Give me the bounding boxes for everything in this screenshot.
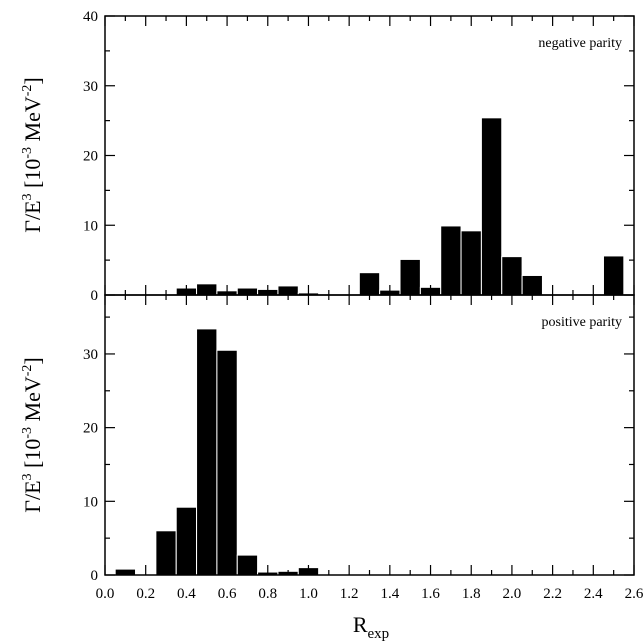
- x-tick-label: 2.4: [584, 586, 603, 602]
- y-tick-label: 0: [91, 568, 99, 584]
- y-axis-title-top: Γ/E3 [10-3 MeV-2]: [20, 77, 45, 233]
- x-tick-label: 0.8: [258, 586, 277, 602]
- x-tick-label: 0.2: [136, 586, 155, 602]
- x-axis-tick-labels: 0.0 0.2 0.4 0.6 0.8 1.0 1.2 1.4 1.6 1.8 2.0 2.2 2.4 2…: [96, 586, 644, 602]
- bar-pos-1: [155, 530, 177, 576]
- bar-neg-9: [399, 258, 421, 296]
- plot-frame: [104, 15, 635, 296]
- x-tick-label: 1.2: [340, 586, 359, 602]
- y-axis-title-bottom: Γ/E3 [10-3 MeV-2]: [20, 357, 45, 513]
- x-tick-label: 1.6: [421, 586, 440, 602]
- y-tick-label: 0: [91, 288, 99, 304]
- panel-positive-parity: 0 10 20 30 positive parity: [83, 294, 635, 584]
- x-tick-label: 2.2: [543, 586, 562, 602]
- bar-pos-4: [216, 349, 238, 576]
- bar-neg-13: [480, 117, 503, 296]
- panel-annotation: negative parity: [538, 36, 622, 51]
- x-tick-label: 2.0: [503, 586, 522, 602]
- bar-neg-11: [440, 225, 462, 296]
- y-tick-label: 10: [83, 218, 98, 234]
- bar-neg-16: [602, 255, 625, 296]
- x-tick-label: 0.6: [218, 586, 237, 602]
- x-tick-label: 1.8: [462, 586, 481, 602]
- bar-pos-2: [175, 506, 198, 576]
- x-tick-label: 1.0: [299, 586, 318, 602]
- y-tick-label: 30: [83, 79, 98, 95]
- y-tick-label: 40: [83, 9, 98, 25]
- x-tick-label: 1.4: [380, 586, 399, 602]
- x-tick-label: 0.0: [96, 586, 115, 602]
- x-axis-title: Rexp: [353, 612, 389, 642]
- y-tick-label: 20: [83, 149, 98, 165]
- y-tick-label: 10: [83, 494, 98, 510]
- y-tick-label: 30: [83, 347, 98, 363]
- x-tick-label: 2.6: [625, 586, 644, 602]
- x-axis-title-sub: exp: [368, 626, 390, 642]
- bar-pos-3: [196, 328, 218, 576]
- x-tick-label: 0.4: [177, 586, 196, 602]
- panel-annotation: positive parity: [542, 315, 623, 330]
- x-axis-title-main: R: [353, 612, 368, 637]
- y-tick-label: 20: [83, 421, 98, 437]
- panel-negative-parity: 0 10 20 30 40 negative parity: [83, 9, 635, 304]
